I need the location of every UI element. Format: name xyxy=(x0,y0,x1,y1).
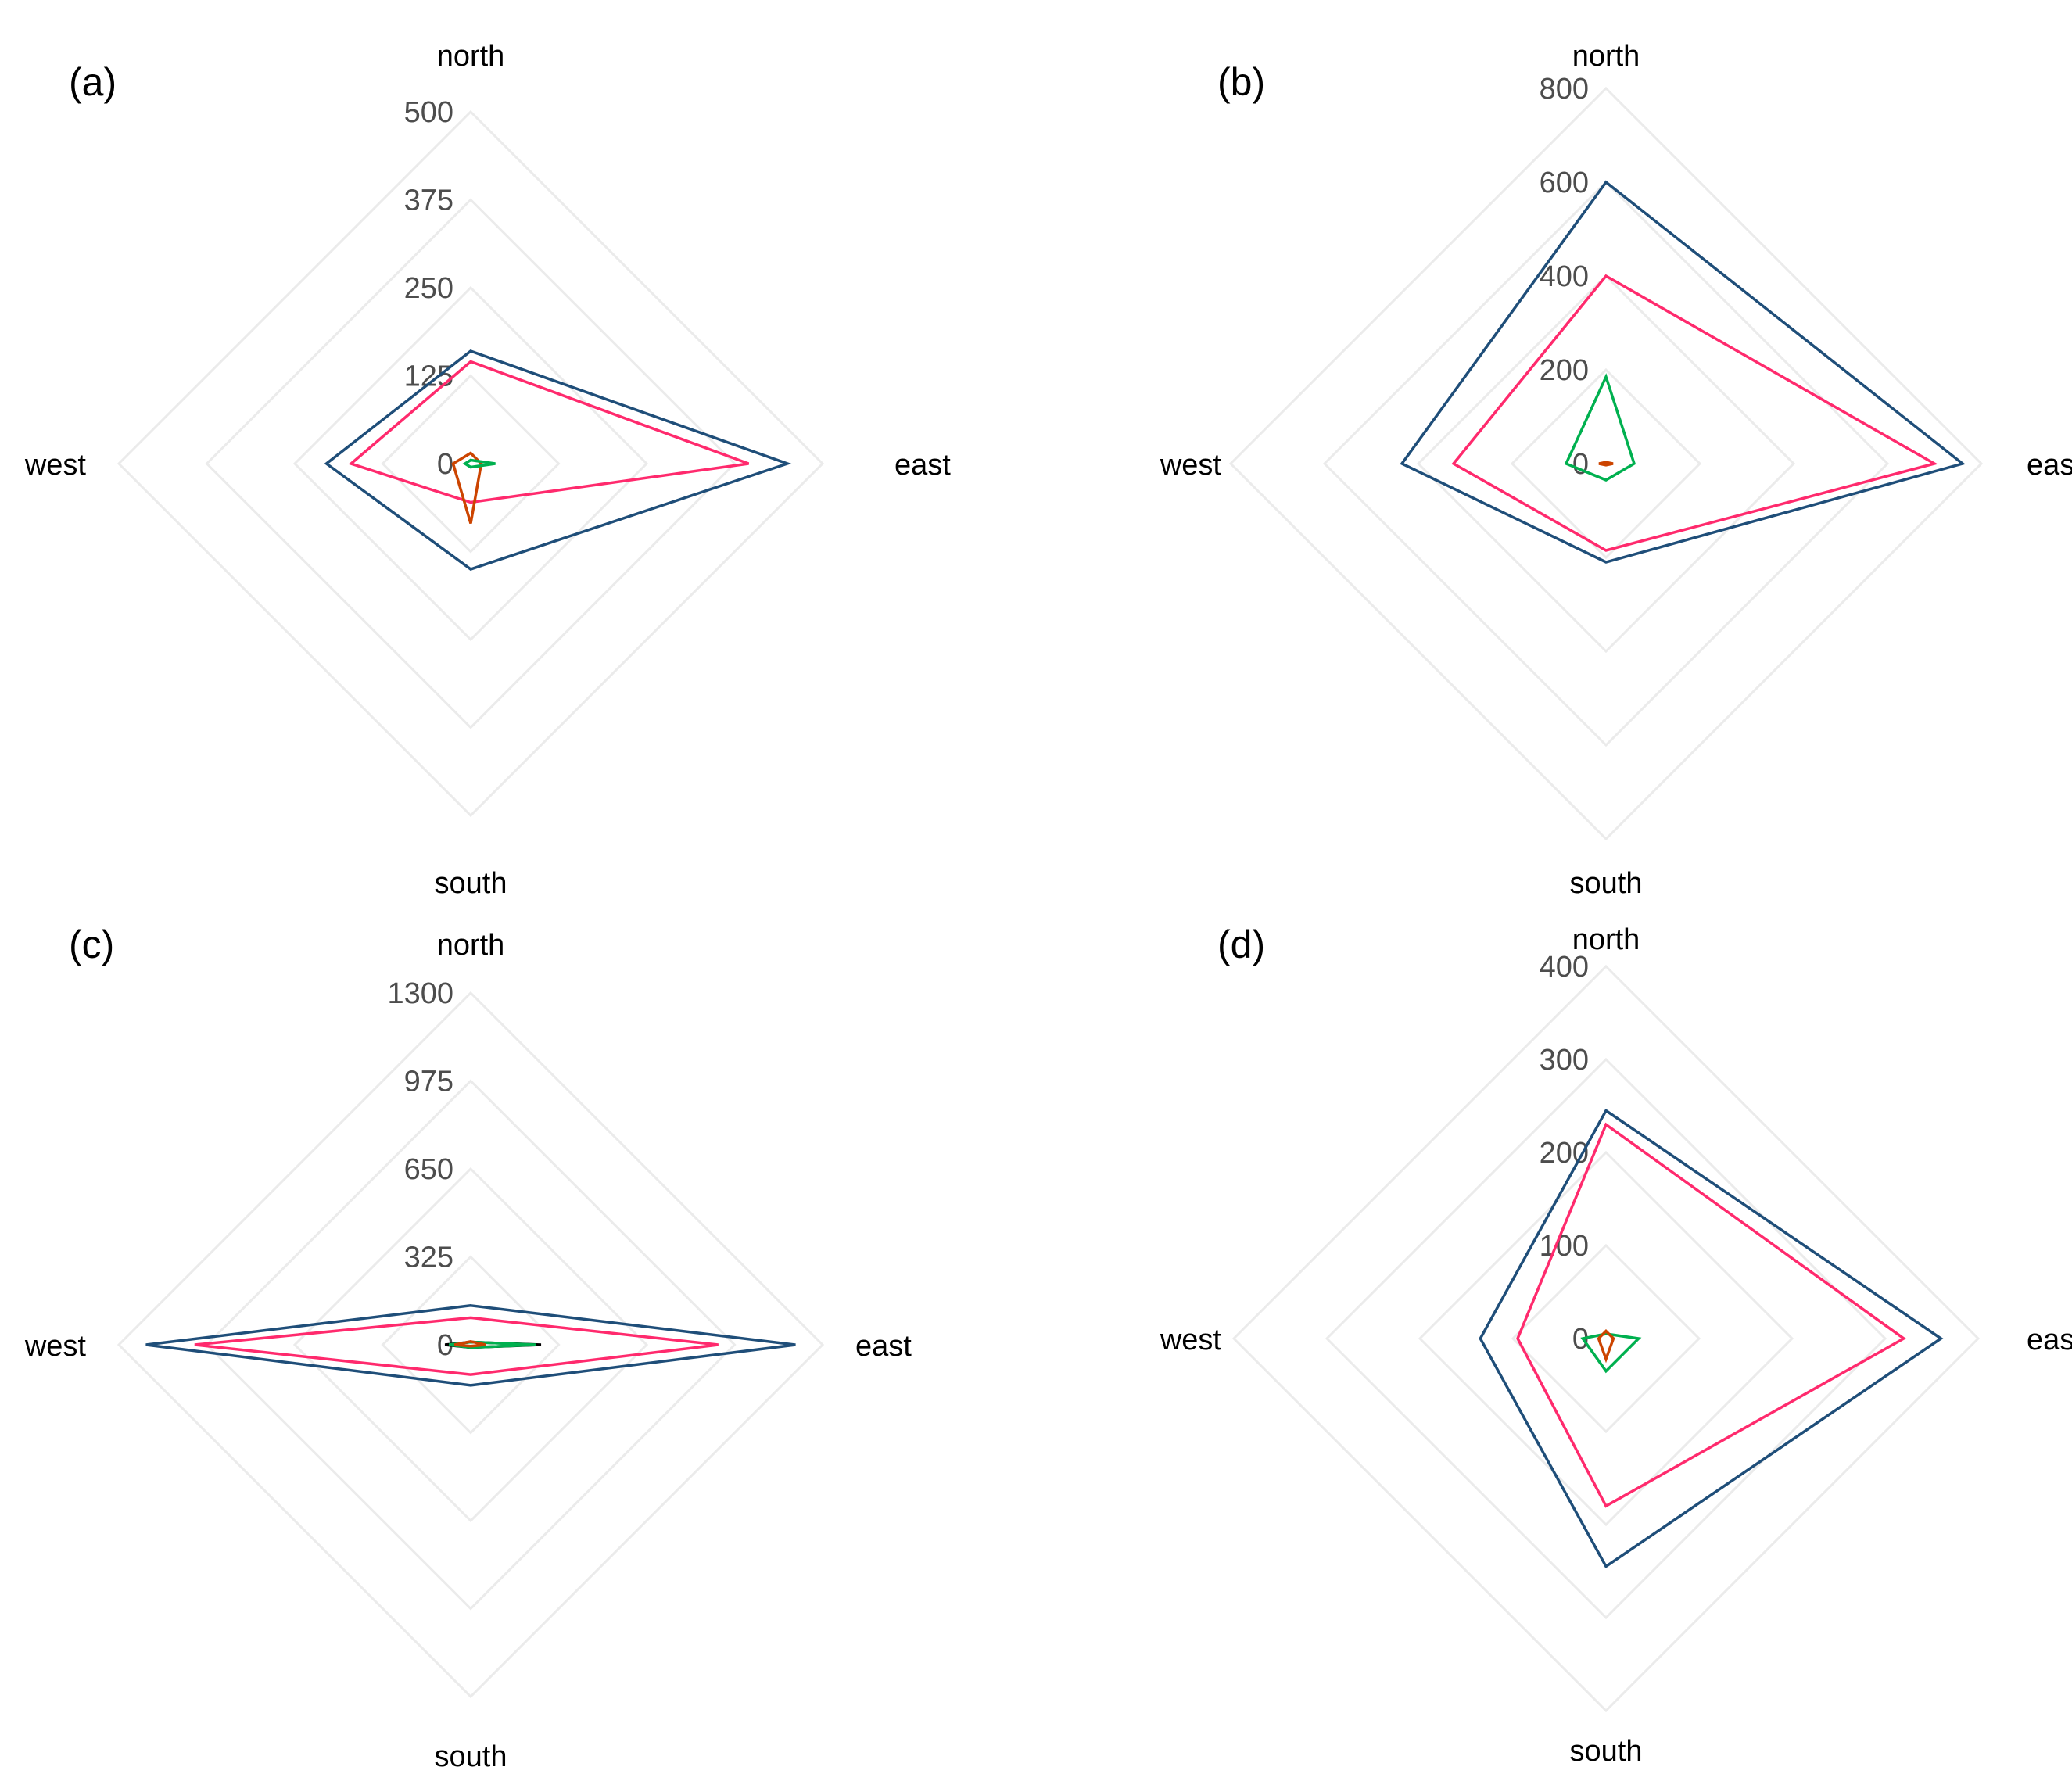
tick-label: 250 xyxy=(404,272,453,305)
grid-ring xyxy=(292,1167,649,1523)
series-green-polygon xyxy=(1564,373,1636,482)
grid-ring xyxy=(1511,1243,1701,1434)
series-total-polygon xyxy=(1479,1108,1944,1569)
grid-ring xyxy=(381,1255,561,1435)
series-total-polygon xyxy=(145,1304,796,1387)
grid-ring xyxy=(1322,180,1890,747)
series-pink-polygon xyxy=(348,360,750,504)
grid-ring xyxy=(117,991,825,1699)
radar-panel-a: 0 125 250 375 500 (a) north east south west xyxy=(24,40,951,900)
grid-ring xyxy=(205,1079,737,1611)
axis-label-north: north xyxy=(1572,40,1640,73)
tick-label: 200 xyxy=(1540,354,1589,387)
axis-label-west: west xyxy=(1160,1324,1222,1356)
tick-label: 975 xyxy=(404,1066,453,1098)
grid-ring xyxy=(1325,1057,1887,1620)
series-orange-polygon xyxy=(453,1340,486,1348)
series-total-polygon xyxy=(1400,180,1966,564)
axis-label-north: north xyxy=(1572,923,1640,956)
series-orange-polygon xyxy=(1597,1329,1615,1364)
axis-label-north: north xyxy=(437,929,505,962)
panel-label: (d) xyxy=(1217,923,1265,966)
series-orange-polygon xyxy=(1598,461,1614,467)
radar-panel-b: 0 200 400 600 800 (b) north east south west xyxy=(1160,40,2072,900)
panel-label: (c) xyxy=(69,923,114,966)
axis-label-south: south xyxy=(435,867,507,900)
axis-label-south: south xyxy=(1570,1735,1643,1768)
grid-ring xyxy=(1510,367,1702,560)
series-pink-polygon xyxy=(1516,1122,1907,1508)
tick-label: 600 xyxy=(1540,167,1589,199)
axis-label-east: east xyxy=(855,1330,912,1363)
axis-label-west: west xyxy=(24,449,87,482)
series-green-polygon xyxy=(1580,1332,1642,1374)
tick-label: 325 xyxy=(404,1242,453,1274)
grid-ring xyxy=(1418,1150,1794,1527)
axis-label-north: north xyxy=(437,40,505,73)
panel-label: (a) xyxy=(69,60,117,104)
grid-ring xyxy=(381,374,561,554)
tick-label: 0 xyxy=(437,448,453,481)
series-pink-polygon xyxy=(194,1316,719,1376)
series-total-polygon xyxy=(324,349,792,571)
tick-label: 125 xyxy=(404,360,453,393)
axis-label-south: south xyxy=(1570,867,1643,900)
axis-label-west: west xyxy=(1160,449,1222,482)
tick-label: 500 xyxy=(404,96,453,129)
grid-ring xyxy=(1231,964,1981,1713)
tick-label: 400 xyxy=(1540,260,1589,293)
grid-ring xyxy=(1416,274,1796,654)
axis-label-west: west xyxy=(24,1330,87,1363)
panel-label: (b) xyxy=(1217,60,1265,104)
tick-label: 300 xyxy=(1540,1044,1589,1077)
tick-label: 650 xyxy=(404,1153,453,1186)
axis-label-south: south xyxy=(435,1740,507,1773)
axis-label-east: east xyxy=(2027,1324,2072,1356)
tick-label: 100 xyxy=(1540,1230,1589,1263)
grid-ring xyxy=(292,285,649,642)
axis-label-east: east xyxy=(2027,449,2072,482)
tick-label: 375 xyxy=(404,185,453,217)
grid-ring xyxy=(205,198,737,729)
series-pink-polygon xyxy=(1451,274,1938,552)
axis-label-east: east xyxy=(894,449,951,482)
grid-ring xyxy=(117,109,825,818)
tick-label: 0 xyxy=(1572,1323,1589,1356)
tick-label: 800 xyxy=(1540,73,1589,106)
grid-ring xyxy=(1228,86,1984,841)
tick-label: 0 xyxy=(1572,448,1589,481)
tick-label: 1300 xyxy=(387,977,453,1010)
tick-label: 400 xyxy=(1540,951,1589,984)
tick-label: 200 xyxy=(1540,1137,1589,1170)
series-green-polygon xyxy=(462,458,496,469)
radar-panel-d: 0 100 200 300 400 (d) north east south west xyxy=(1160,923,2072,1768)
